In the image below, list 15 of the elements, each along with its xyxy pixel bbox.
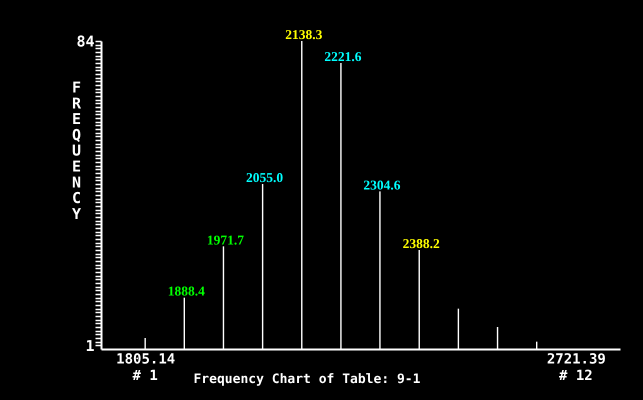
annotation: 2304.6 (363, 177, 401, 192)
text: Frequency Chart of Table: 9-1 (193, 372, 421, 387)
x-tick-label: 1805.14 (116, 352, 176, 368)
text: # 12 (558, 368, 593, 384)
text: FREQUENCY (72, 78, 82, 223)
annotation: 2055.0 (246, 170, 284, 185)
text: # 1 (132, 368, 158, 384)
y-tick-label: 84 (76, 32, 94, 50)
annotation: 2138.3 (285, 27, 323, 42)
annotation: 2221.6 (324, 49, 362, 64)
y-tick-label: 1 (85, 336, 94, 355)
annotation: 1888.4 (168, 284, 206, 299)
x-tick-label: 2721.39 (546, 352, 606, 368)
annotation: 2388.2 (402, 236, 440, 251)
annotation: 1971.7 (206, 232, 244, 248)
